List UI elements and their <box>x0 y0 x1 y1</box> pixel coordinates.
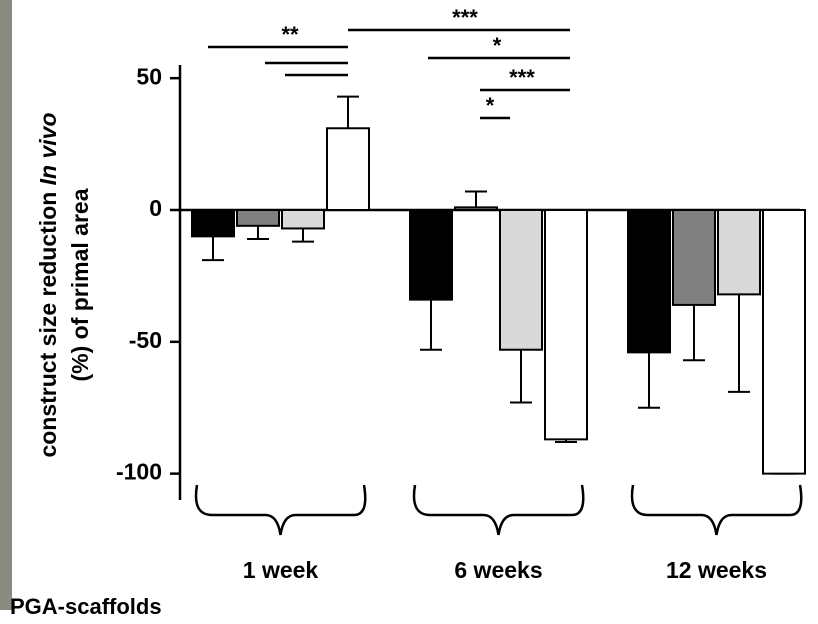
x-tick-label: 1 week <box>243 557 319 583</box>
group-brace <box>414 485 583 535</box>
photo-edge <box>0 0 12 610</box>
y-tick-label: -100 <box>116 459 162 485</box>
bar <box>237 210 279 226</box>
chart: PGA-scaffolds construct size reduction I… <box>0 0 818 624</box>
bar <box>455 207 497 210</box>
significance-label: *** <box>509 65 535 90</box>
significance-label: *** <box>452 5 478 30</box>
significance-label: ** <box>281 22 299 47</box>
bar <box>763 210 805 474</box>
y-tick-label: 50 <box>136 63 162 89</box>
group-brace <box>632 485 801 535</box>
y-tick-label: 0 <box>149 195 162 221</box>
y-label-italic: In vivo <box>35 112 61 185</box>
group-brace <box>196 485 365 535</box>
bar <box>327 128 369 210</box>
y-axis-label: construct size reduction In vivo <box>35 112 61 457</box>
footnote: PGA-scaffolds <box>10 594 162 619</box>
y-label-part: construct size reduction <box>35 185 61 457</box>
y-axis-label-2: (%) of primal area <box>67 188 93 381</box>
bar <box>192 210 234 236</box>
bar <box>500 210 542 350</box>
x-tick-label: 6 weeks <box>454 557 542 583</box>
bar <box>410 210 452 300</box>
bar <box>545 210 587 439</box>
significance-label: * <box>486 93 495 118</box>
significance-label: * <box>493 33 502 58</box>
y-tick-label: -50 <box>129 327 162 353</box>
x-tick-label: 12 weeks <box>666 557 767 583</box>
bar <box>673 210 715 305</box>
bar <box>628 210 670 352</box>
bar <box>282 210 324 228</box>
bar <box>718 210 760 294</box>
